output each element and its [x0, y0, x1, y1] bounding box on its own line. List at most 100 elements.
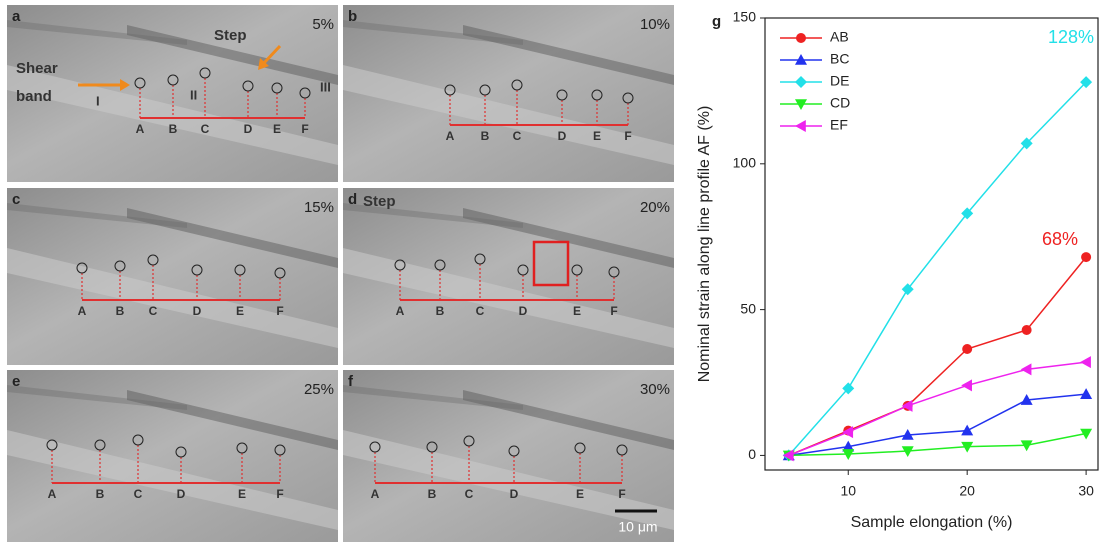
elongation-label: 30%	[640, 381, 670, 398]
marker-circle	[591, 89, 603, 101]
point-label: F	[276, 304, 283, 318]
point-label: E	[573, 304, 581, 318]
marker	[1021, 325, 1032, 336]
marker-circle	[608, 266, 620, 278]
series-line	[788, 361, 1087, 457]
sem-panel: c 15% A B C D E F	[7, 188, 338, 365]
series-line	[788, 81, 1087, 456]
region-label: I	[96, 93, 100, 108]
marker-circle	[299, 87, 311, 99]
point-label: A	[136, 122, 145, 136]
series-line	[788, 256, 1087, 457]
marker	[901, 399, 913, 412]
marker	[1020, 394, 1033, 405]
elongation-label: 25%	[304, 381, 334, 398]
point-label: A	[396, 304, 405, 318]
marker-circle	[571, 264, 583, 276]
shear-band	[343, 430, 674, 530]
x-tick-label: 20	[959, 483, 975, 499]
marker-circle	[46, 439, 58, 451]
marker-circle	[234, 264, 246, 276]
point-label: B	[428, 487, 437, 501]
x-axis-label: Sample elongation (%)	[851, 514, 1013, 531]
shear-band	[343, 248, 674, 348]
marker-circle	[94, 439, 106, 451]
marker-circle	[132, 434, 144, 446]
point-label: C	[476, 304, 485, 318]
y-tick-label: 150	[733, 9, 757, 25]
panel-label: c	[12, 191, 20, 208]
region-label: II	[190, 87, 197, 102]
point-label: E	[238, 487, 246, 501]
x-tick-label: 30	[1078, 483, 1094, 499]
marker-circle	[167, 74, 179, 86]
point-label: F	[276, 487, 283, 501]
marker	[842, 449, 855, 460]
marker-circle	[274, 444, 286, 456]
marker	[1020, 440, 1033, 452]
legend-marker	[796, 33, 806, 43]
point-label: A	[446, 129, 455, 143]
point-label: C	[201, 122, 210, 136]
marker-circle	[134, 77, 146, 89]
arrow	[261, 44, 282, 66]
dark-band	[127, 390, 338, 450]
marker	[1080, 428, 1093, 440]
point-label: D	[177, 487, 186, 501]
plot-frame	[764, 17, 1099, 471]
dark-band	[343, 385, 523, 410]
series-line	[788, 432, 1087, 457]
legend-label: CD	[830, 95, 850, 111]
elongation-label: 20%	[640, 199, 670, 216]
annotation: 68%	[1042, 229, 1078, 249]
marker-circle	[616, 444, 628, 456]
dark-band	[343, 20, 523, 45]
point-label: D	[519, 304, 528, 318]
annotation: 128%	[1048, 27, 1094, 47]
marker	[961, 207, 974, 220]
marker-circle	[463, 435, 475, 447]
y-tick-label: 50	[740, 300, 756, 316]
point-label: C	[134, 487, 143, 501]
panel-label: f	[348, 373, 354, 390]
point-label: A	[48, 487, 57, 501]
marker-circle	[434, 259, 446, 271]
legend-label: EF	[830, 117, 848, 133]
point-label: B	[169, 122, 178, 136]
step-label: Step	[363, 193, 396, 210]
dark-band	[127, 25, 338, 85]
elongation-label: 10%	[640, 16, 670, 33]
arrow-head	[120, 79, 130, 91]
marker-circle	[508, 445, 520, 457]
marker-circle	[175, 446, 187, 458]
legend-marker	[795, 99, 807, 110]
series: CD	[780, 95, 1093, 462]
marker	[961, 424, 974, 436]
dark-band	[463, 208, 674, 268]
point-label: C	[465, 487, 474, 501]
point-label: B	[436, 304, 445, 318]
panel-label: d	[348, 191, 357, 208]
marker	[901, 429, 914, 440]
shear-band-label: band	[16, 88, 52, 105]
marker	[961, 441, 974, 453]
marker	[901, 446, 914, 458]
point-label: B	[96, 487, 105, 501]
marker	[842, 382, 855, 395]
marker-circle	[242, 80, 254, 92]
marker-circle	[511, 79, 523, 91]
point-label: B	[481, 129, 490, 143]
shear-band	[343, 65, 674, 165]
point-label: F	[618, 487, 625, 501]
point-label: E	[273, 122, 281, 136]
legend-label: DE	[830, 73, 849, 89]
marker	[1080, 76, 1093, 89]
marker-circle	[622, 92, 634, 104]
y-axis-label: Nominal strain along line profile AF (%)	[696, 106, 713, 383]
marker-circle	[199, 67, 211, 79]
marker	[782, 449, 794, 462]
marker-circle	[76, 262, 88, 274]
marker-circle	[556, 89, 568, 101]
marker-circle	[479, 84, 491, 96]
marker-circle	[574, 442, 586, 454]
